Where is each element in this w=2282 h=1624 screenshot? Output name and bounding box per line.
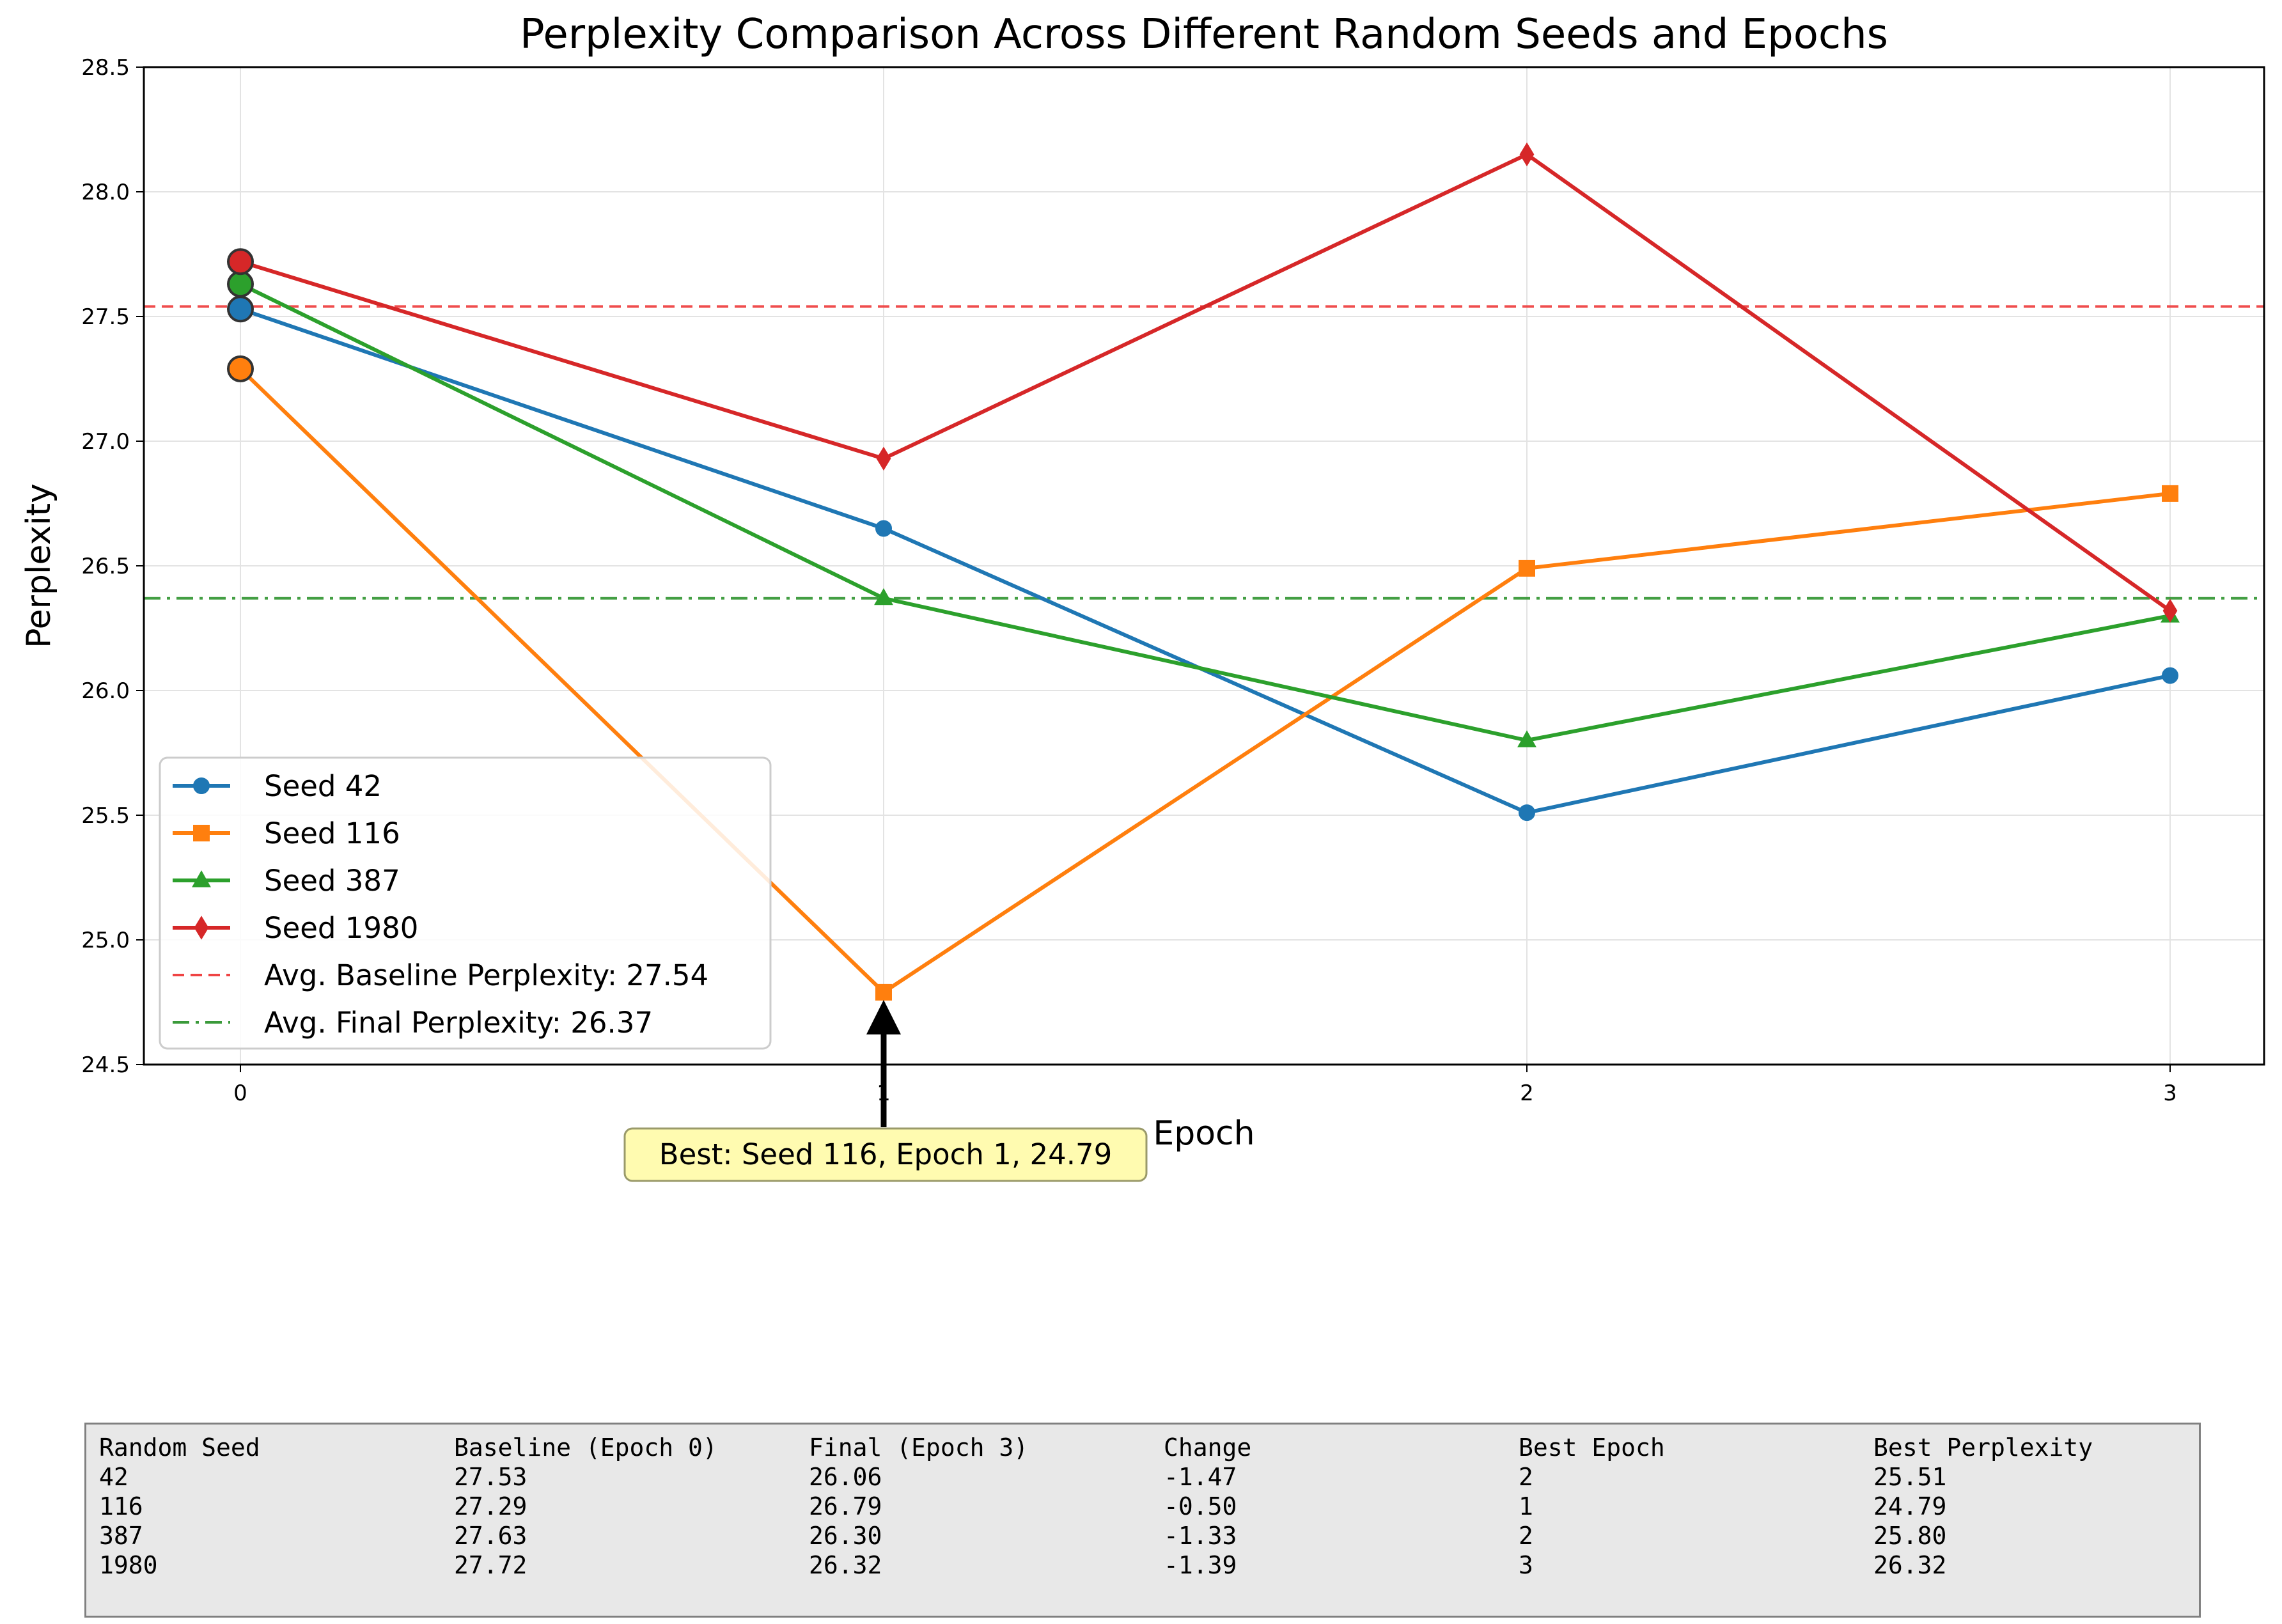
data-point	[1519, 804, 1535, 822]
best-annotation: Best: Seed 116, Epoch 1, 24.79	[623, 999, 1148, 1182]
data-point	[875, 520, 892, 537]
table-header-cell: Change	[1164, 1433, 1252, 1462]
table-row: 42 27.53 26.06 -1.47 2 25.51	[99, 1462, 2199, 1492]
legend-label: Avg. Final Perplexity: 26.37	[264, 1006, 653, 1040]
legend-swatch-marker	[193, 825, 210, 841]
series-lines	[227, 142, 2180, 1001]
legend: Seed 42 Seed 116 Seed 387 Seed 1980 Avg. Bas…	[159, 756, 772, 1050]
y-tick-label: 24.5	[81, 1052, 130, 1078]
table-cell: -1.33	[1164, 1522, 1237, 1550]
table-cell: 2	[1519, 1463, 1533, 1491]
table-row: 116 27.29 26.79 -0.50 1 24.79	[99, 1492, 2199, 1521]
data-point	[874, 588, 893, 605]
table-cell: 25.51	[1873, 1463, 1947, 1491]
table-cell: 26.79	[809, 1492, 882, 1520]
table-cell: 3	[1519, 1551, 1533, 1579]
summary-table: Random Seed Baseline (Epoch 0) Final (Epoc…	[84, 1423, 2201, 1618]
legend-label: Seed 1980	[264, 911, 418, 945]
table-cell: 26.06	[809, 1463, 882, 1491]
table-header-cell: Baseline (Epoch 0)	[454, 1433, 717, 1462]
table-cell: 27.29	[454, 1492, 528, 1520]
data-point	[1517, 730, 1536, 747]
legend-label: Seed 42	[264, 769, 382, 803]
table-cell: 116	[99, 1492, 143, 1520]
series-seed-387	[227, 270, 2180, 747]
annotation-arrow-head	[866, 999, 901, 1035]
table-cell: 26.32	[809, 1551, 882, 1579]
data-point	[875, 983, 892, 1001]
table-cell: 24.79	[1873, 1492, 1947, 1520]
legend-entry: Avg. Final Perplexity: 26.37	[173, 1006, 653, 1040]
table-cell: 2	[1519, 1522, 1533, 1550]
y-tick-label: 25.5	[81, 803, 130, 829]
table-cell: 1	[1519, 1492, 1533, 1520]
ticks: 012324.525.025.526.026.527.027.528.028.5	[81, 55, 2177, 1106]
y-tick-label: 27.0	[81, 429, 130, 455]
data-point	[1519, 559, 1535, 577]
table-cell: 27.63	[454, 1522, 528, 1550]
data-point	[2162, 485, 2178, 502]
legend-swatch-marker	[193, 777, 210, 794]
data-point	[1519, 142, 1535, 167]
series-seed-1980	[227, 142, 2178, 623]
y-tick-label: 28.0	[81, 180, 130, 205]
legend-entry: Avg. Baseline Perplexity: 27.54	[173, 958, 708, 992]
table-cell: -1.39	[1164, 1551, 1237, 1579]
table-row: 387 27.63 26.30 -1.33 2 25.80	[99, 1521, 2199, 1550]
series-line	[238, 367, 2171, 994]
table-cell: 27.53	[454, 1463, 528, 1491]
y-axis-label: Perplexity	[20, 483, 58, 648]
series-line	[240, 152, 2171, 613]
data-point	[2162, 667, 2178, 684]
legend-entry: Seed 42	[173, 769, 382, 803]
table-cell: -1.47	[1164, 1463, 1237, 1491]
x-tick-label: 2	[1520, 1081, 1534, 1106]
baseline-point	[227, 355, 254, 382]
y-tick-label: 26.0	[81, 678, 130, 704]
table-header-cell: Best Perplexity	[1873, 1433, 2093, 1462]
legend-entry: Seed 1980	[173, 911, 418, 945]
x-axis-label: Epoch	[1153, 1114, 1254, 1153]
baseline-point	[227, 270, 254, 298]
table-header-cell: Best Epoch	[1519, 1433, 1665, 1462]
data-point	[876, 446, 891, 471]
legend-label: Avg. Baseline Perplexity: 27.54	[264, 958, 708, 992]
table-cell: 387	[99, 1522, 143, 1550]
legend-swatch-marker	[194, 916, 209, 940]
table-cell: -0.50	[1164, 1492, 1237, 1520]
chart-title: Perplexity Comparison Across Different R…	[520, 11, 1888, 58]
annotation-box	[623, 1127, 1148, 1182]
legend-entry: Seed 116	[173, 816, 400, 850]
y-tick-label: 25.0	[81, 928, 130, 953]
table-cell: 1980	[99, 1551, 158, 1579]
x-tick-label: 0	[233, 1081, 247, 1106]
table-cell: 42	[99, 1463, 129, 1491]
legend-label: Seed 116	[264, 816, 400, 850]
baseline-point	[227, 295, 254, 323]
series-line	[239, 282, 2171, 742]
annotation-text: Best: Seed 116, Epoch 1, 24.79	[659, 1137, 1113, 1171]
series-line	[240, 307, 2171, 815]
table-row: 1980 27.72 26.32 -1.39 3 26.32	[99, 1550, 2199, 1580]
table-cell: 26.32	[1873, 1551, 1947, 1579]
series-seed-116	[227, 355, 2178, 1001]
legend-box	[159, 756, 772, 1050]
y-tick-label: 28.5	[81, 55, 130, 81]
legend-label: Seed 387	[264, 864, 400, 898]
data-point	[2162, 598, 2178, 623]
legend-swatch-marker	[192, 870, 211, 887]
table-cell: 26.30	[809, 1522, 882, 1550]
legend-entry: Seed 387	[173, 864, 400, 898]
y-tick-label: 26.5	[81, 554, 130, 579]
table-header-cell: Final (Epoch 3)	[809, 1433, 1029, 1462]
table-cell: 25.80	[1873, 1522, 1947, 1550]
table-header-cell: Random Seed	[99, 1433, 260, 1462]
series-seed-42	[227, 295, 2178, 822]
baseline-point	[227, 248, 254, 276]
table-header-row: Random Seed Baseline (Epoch 0) Final (Epoc…	[99, 1433, 2199, 1462]
y-tick-label: 27.5	[81, 304, 130, 330]
table-cell: 27.72	[454, 1551, 528, 1579]
x-tick-label: 3	[2163, 1081, 2177, 1106]
